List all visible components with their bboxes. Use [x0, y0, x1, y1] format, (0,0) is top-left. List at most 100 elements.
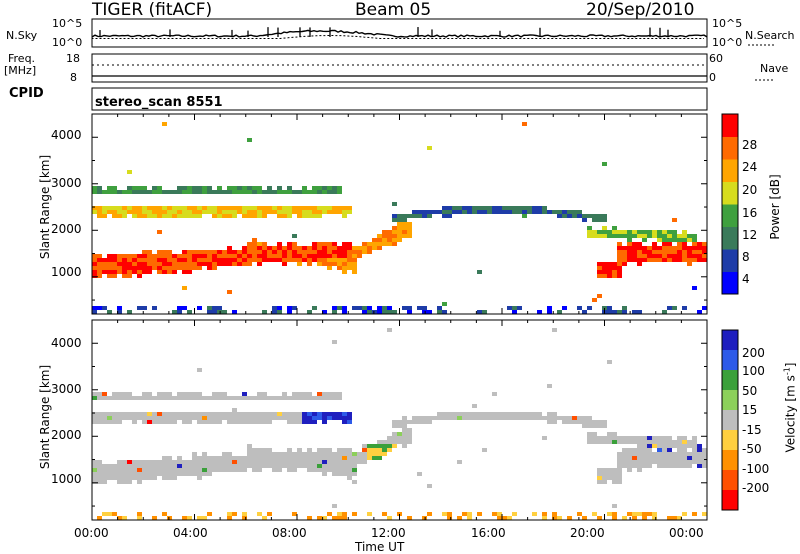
power-cell	[482, 206, 487, 210]
velocity-cell	[652, 512, 657, 516]
power-cell	[677, 250, 682, 254]
power-cell	[102, 262, 107, 266]
velocity-cell	[307, 456, 312, 460]
velocity-cell	[307, 420, 312, 424]
power-cell	[322, 262, 327, 266]
freq-tick-low: 8	[70, 71, 77, 84]
velocity-cell	[602, 440, 607, 444]
power-cell	[147, 190, 152, 194]
velocity-cell	[137, 464, 142, 468]
velocity-cell	[692, 436, 697, 440]
power-cell	[107, 270, 112, 274]
velocity-cell	[97, 412, 102, 416]
power-cell	[617, 246, 622, 250]
velocity-cell	[197, 416, 202, 420]
velocity-cell	[702, 464, 707, 468]
velocity-cell	[302, 416, 307, 420]
velocity-cell	[417, 416, 422, 420]
power-cell	[217, 214, 222, 218]
power-cell	[327, 250, 332, 254]
velocity-cell	[117, 516, 122, 520]
velocity-cell	[667, 448, 672, 452]
velocity-cell	[227, 396, 232, 400]
power-cell	[477, 270, 482, 274]
velocity-cell	[297, 464, 302, 468]
velocity-cell	[252, 416, 257, 420]
power-cell	[297, 254, 302, 258]
power-cell	[247, 206, 252, 210]
power-cell	[327, 210, 332, 214]
power-cell	[307, 250, 312, 254]
power-cell	[197, 206, 202, 210]
velocity-cell	[587, 424, 592, 428]
power-cell	[332, 250, 337, 254]
velocity-cell	[287, 412, 292, 416]
velocity-cell	[142, 460, 147, 464]
velocity-cell	[267, 448, 272, 452]
velocity-cell	[252, 448, 257, 452]
velocity-cell	[477, 512, 482, 516]
power-cell	[122, 266, 127, 270]
velocity-cell	[402, 440, 407, 444]
power-cell	[342, 206, 347, 210]
velocity-cell	[557, 416, 562, 420]
velocity-cell	[307, 516, 312, 520]
velocity-cell	[587, 420, 592, 424]
velocity-cell	[552, 420, 557, 424]
velocity-cell	[422, 416, 427, 420]
velocity-colorbar-swatch	[722, 410, 738, 431]
power-cell	[397, 226, 402, 230]
velocity-cell	[342, 452, 347, 456]
power-cell	[442, 302, 447, 306]
power-cell	[197, 250, 202, 254]
power-cell	[682, 250, 687, 254]
velocity-cell	[237, 468, 242, 472]
power-cell	[287, 250, 292, 254]
velocity-cell	[237, 420, 242, 424]
power-cell	[102, 258, 107, 262]
power-cell	[392, 310, 397, 314]
power-cell	[212, 210, 217, 214]
power-cell	[407, 222, 412, 226]
power-cell	[172, 270, 177, 274]
velocity-cell	[592, 512, 597, 516]
velocity-cell	[547, 420, 552, 424]
power-cell	[392, 214, 397, 218]
velocity-cell	[262, 460, 267, 464]
power-cell	[177, 262, 182, 266]
power-cell	[367, 246, 372, 250]
power-cell	[677, 258, 682, 262]
velocity-cell	[182, 420, 187, 424]
nave-tick-high: 60	[709, 52, 723, 65]
power-cell	[682, 234, 687, 238]
power-cell	[182, 190, 187, 194]
velocity-cell	[367, 444, 372, 448]
velocity-cell	[662, 444, 667, 448]
velocity-cell	[152, 516, 157, 520]
velocity-cell	[287, 396, 292, 400]
velocity-cell	[232, 408, 237, 412]
power-cell	[252, 258, 257, 262]
power-cell	[137, 306, 142, 310]
velocity-cell	[207, 460, 212, 464]
velocity-cell	[382, 512, 387, 516]
velocity-cell	[127, 412, 132, 416]
velocity-cell	[332, 516, 337, 520]
velocity-cell	[242, 416, 247, 420]
velocity-cell	[312, 416, 317, 420]
power-cell	[352, 270, 357, 274]
velocity-cell	[107, 472, 112, 476]
velocity-cell	[177, 392, 182, 396]
velocity-cell	[147, 460, 152, 464]
velocity-cell	[512, 512, 517, 516]
power-cell	[387, 310, 392, 314]
power-cell	[232, 186, 237, 190]
velocity-ytick: 2000	[51, 428, 82, 442]
power-cell	[102, 270, 107, 274]
power-cell	[332, 190, 337, 194]
velocity-cell	[277, 460, 282, 464]
nsky-label: N.Sky	[6, 29, 38, 42]
velocity-colorbar-swatch	[722, 370, 738, 391]
velocity-ytick: 1000	[51, 472, 82, 486]
